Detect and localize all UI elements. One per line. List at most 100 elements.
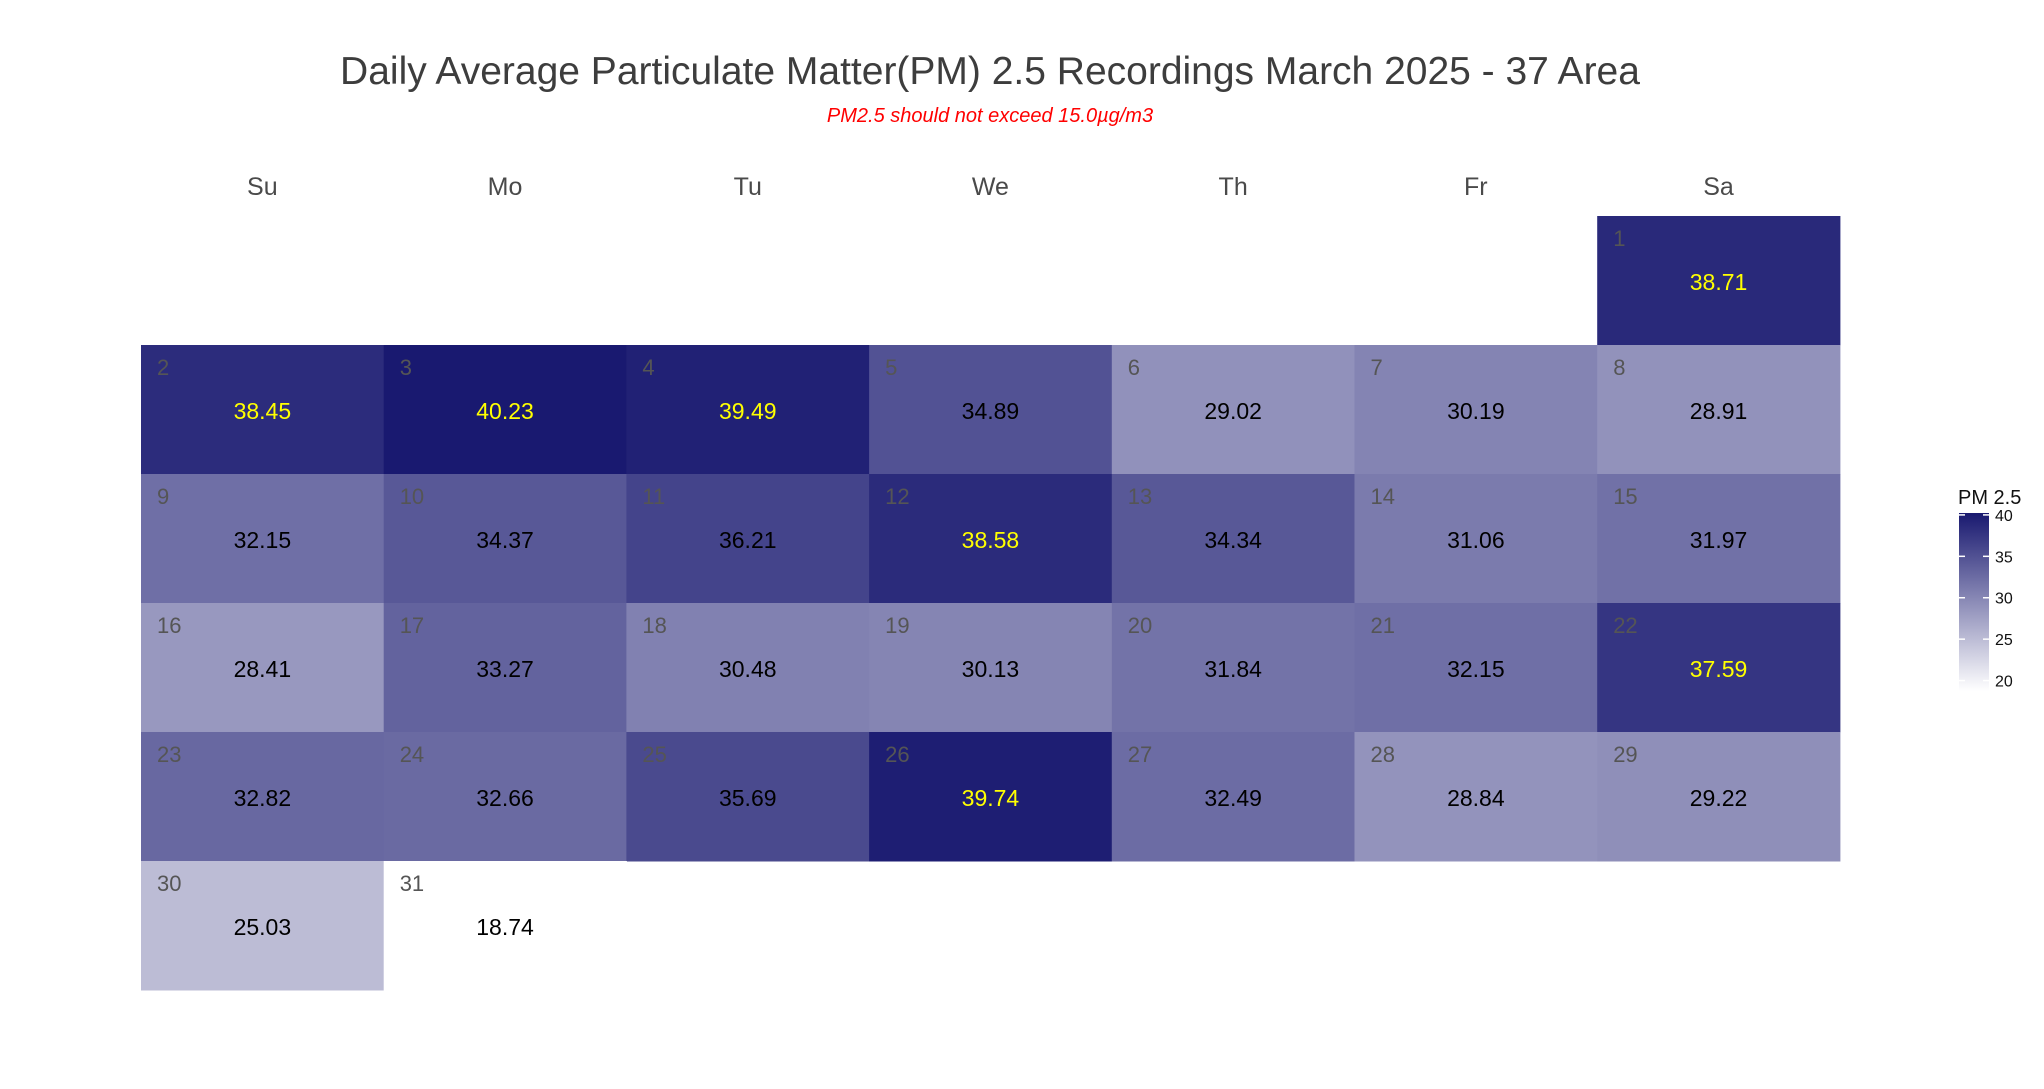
day-number: 5 [885, 355, 897, 380]
day-value: 32.82 [234, 785, 292, 811]
day-cell-11: 11 36.21 [626, 474, 870, 604]
legend-tick-label: 20 [1995, 674, 2013, 691]
day-value: 34.37 [476, 527, 534, 553]
day-cell-fill [141, 474, 385, 604]
day-cell-21: 21 32.15 [1354, 603, 1598, 733]
day-cell-18: 18 30.48 [626, 603, 870, 733]
day-number: 31 [400, 871, 424, 896]
day-value: 32.15 [1447, 656, 1505, 682]
day-cell-fill [1111, 474, 1355, 604]
day-cell-fill [1111, 345, 1355, 475]
day-cell-1: 138.71 [1597, 216, 1841, 346]
day-cell-fill [1354, 474, 1598, 604]
day-cell-fill [626, 474, 870, 604]
day-number: 4 [642, 355, 654, 380]
day-cell-25: 25 35.69 [626, 732, 870, 862]
day-cell-12: 12 38.58 [869, 474, 1113, 604]
day-number: 1 [1613, 226, 1625, 251]
day-cell-26: 26 39.74 [869, 732, 1113, 862]
day-cell-20: 20 31.84 [1111, 603, 1355, 733]
day-cell-fill [1111, 603, 1355, 733]
day-value: 32.66 [476, 785, 534, 811]
day-value: 32.49 [1204, 785, 1262, 811]
day-cell-23: 23 32.82 [141, 732, 385, 862]
day-value: 38.45 [234, 398, 292, 424]
day-cell-14: 14 31.06 [1354, 474, 1598, 604]
day-cell-fill [1597, 216, 1841, 346]
day-cell-3: 340.23 [383, 345, 627, 475]
day-number: 3 [400, 355, 412, 380]
day-number: 13 [1128, 484, 1152, 509]
calendar-grid: 138.71238.45340.23439.49534.89629.02730.… [141, 216, 1841, 991]
weekday-header: Su Mo Tu We Th Fr Sa [247, 173, 1734, 201]
legend-color-bar [1959, 513, 1989, 691]
day-cell-fill [1597, 603, 1841, 733]
day-cell-27: 27 32.49 [1111, 732, 1355, 862]
day-number: 27 [1128, 742, 1152, 767]
day-number: 8 [1613, 355, 1625, 380]
legend-tick-label: 40 [1995, 508, 2013, 525]
day-value: 31.97 [1690, 527, 1748, 553]
day-value: 30.48 [719, 656, 777, 682]
day-cell-fill [1597, 474, 1841, 604]
day-number: 12 [885, 484, 909, 509]
day-cell-10: 10 34.37 [383, 474, 627, 604]
day-cell-fill [626, 603, 870, 733]
day-cell-7: 730.19 [1354, 345, 1598, 475]
day-cell-fill [1597, 345, 1841, 475]
day-cell-9: 932.15 [141, 474, 385, 604]
day-cell-15: 15 31.97 [1597, 474, 1841, 604]
day-cell-19: 19 30.13 [869, 603, 1113, 733]
day-number: 18 [642, 613, 666, 638]
day-cell-22: 22 37.59 [1597, 603, 1841, 733]
day-value: 29.22 [1690, 785, 1748, 811]
weekday-label-fr: Fr [1464, 173, 1488, 201]
day-cell-fill [869, 345, 1113, 475]
day-number: 9 [157, 484, 169, 509]
legend-tick-label: 25 [1995, 632, 2013, 649]
weekday-label-mo: Mo [488, 173, 523, 201]
day-number: 15 [1613, 484, 1637, 509]
day-value: 33.27 [476, 656, 534, 682]
day-value: 29.02 [1204, 398, 1262, 424]
day-number: 10 [400, 484, 424, 509]
chart-subtitle: PM2.5 should not exceed 15.0µg/m3 [827, 105, 1153, 127]
color-legend: PM 2.5 20 25 30 35 40 [1958, 487, 2021, 691]
chart-title: Daily Average Particulate Matter(PM) 2.5… [340, 50, 1640, 93]
day-value: 38.71 [1690, 269, 1748, 295]
day-number: 25 [642, 742, 666, 767]
day-number: 7 [1371, 355, 1383, 380]
day-value: 18.74 [476, 914, 534, 940]
day-cell-30: 30 25.03 [141, 861, 385, 991]
day-cell-fill [869, 474, 1113, 604]
day-value: 34.34 [1204, 527, 1262, 553]
day-cell-fill [869, 732, 1113, 862]
day-cell-16: 16 28.41 [141, 603, 385, 733]
legend-tick-label: 30 [1995, 591, 2013, 608]
weekday-label-tu: Tu [734, 173, 762, 201]
day-cell-13: 13 34.34 [1111, 474, 1355, 604]
day-cell-31: 31 18.74 [383, 861, 627, 991]
day-cell-fill [1111, 732, 1355, 862]
day-cell-fill [383, 732, 627, 862]
weekday-label-sa: Sa [1703, 173, 1734, 201]
day-value: 32.15 [234, 527, 292, 553]
day-value: 35.69 [719, 785, 777, 811]
day-cell-fill [383, 861, 627, 991]
day-cell-28: 28 28.84 [1354, 732, 1598, 862]
day-cell-fill [141, 732, 385, 862]
day-value: 36.21 [719, 527, 777, 553]
day-value: 31.84 [1204, 656, 1262, 682]
day-value: 39.74 [962, 785, 1020, 811]
day-cell-8: 828.91 [1597, 345, 1841, 475]
day-number: 20 [1128, 613, 1152, 638]
day-cell-fill [869, 603, 1113, 733]
day-value: 25.03 [234, 914, 292, 940]
day-cell-5: 534.89 [869, 345, 1113, 475]
day-number: 19 [885, 613, 909, 638]
day-cell-fill [141, 861, 385, 991]
day-number: 14 [1371, 484, 1395, 509]
day-number: 24 [400, 742, 424, 767]
weekday-label-we: We [972, 173, 1009, 201]
day-cell-fill [626, 345, 870, 475]
